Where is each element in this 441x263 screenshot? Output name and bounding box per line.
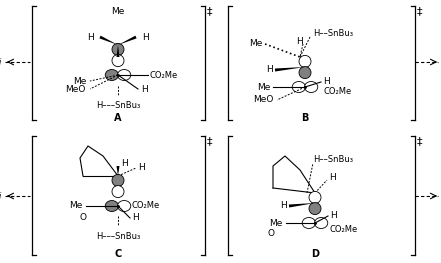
Text: H–––SnBu₃: H–––SnBu₃ [96, 101, 140, 110]
Ellipse shape [292, 82, 306, 93]
Text: CO₂Me: CO₂Me [150, 70, 178, 79]
Text: H––SnBu₃: H––SnBu₃ [313, 29, 353, 38]
Text: ‡: ‡ [417, 136, 422, 146]
Ellipse shape [112, 174, 124, 186]
Text: O: O [79, 214, 86, 222]
Text: H––SnBu₃: H––SnBu₃ [313, 155, 353, 164]
Ellipse shape [112, 186, 124, 198]
Text: ‡: ‡ [207, 6, 213, 16]
Text: Me: Me [70, 201, 83, 210]
Ellipse shape [105, 69, 119, 80]
Polygon shape [116, 166, 120, 176]
Ellipse shape [118, 200, 131, 211]
Text: H: H [142, 33, 149, 42]
Text: Me: Me [269, 219, 283, 227]
Text: MeO: MeO [253, 95, 273, 104]
Text: H: H [266, 65, 273, 74]
Text: CO₂Me: CO₂Me [132, 201, 160, 210]
Text: H: H [138, 164, 145, 173]
Text: ‡: ‡ [417, 6, 422, 16]
Polygon shape [116, 45, 120, 57]
Polygon shape [118, 36, 137, 45]
Ellipse shape [314, 218, 328, 229]
Text: B: B [301, 113, 309, 123]
Text: H: H [296, 38, 303, 47]
Polygon shape [99, 36, 118, 45]
Text: Me: Me [111, 7, 125, 16]
Text: H–––SnBu₃: H–––SnBu₃ [96, 232, 140, 241]
Text: O: O [268, 229, 275, 237]
Ellipse shape [305, 82, 318, 93]
Ellipse shape [309, 191, 321, 203]
Text: A: A [114, 113, 122, 123]
Text: ‡: ‡ [207, 136, 213, 146]
Ellipse shape [118, 69, 131, 80]
Text: H: H [121, 159, 128, 169]
Text: H: H [87, 33, 94, 42]
Ellipse shape [112, 55, 124, 67]
Text: C: C [114, 249, 122, 259]
Text: Me: Me [257, 83, 270, 92]
Text: 2,3-anti: 2,3-anti [0, 58, 2, 67]
Text: MeO: MeO [66, 84, 86, 94]
Ellipse shape [105, 200, 119, 211]
Polygon shape [289, 203, 315, 208]
Text: H: H [330, 211, 337, 220]
Text: H: H [141, 84, 148, 94]
Ellipse shape [302, 218, 315, 229]
Text: D: D [311, 249, 319, 259]
Text: H: H [132, 214, 139, 222]
Text: H: H [323, 78, 330, 87]
Text: CO₂Me: CO₂Me [329, 225, 357, 235]
Ellipse shape [112, 43, 124, 55]
Text: CO₂Me: CO₂Me [323, 88, 351, 97]
Text: Me: Me [73, 77, 86, 85]
Text: 2,3-anti: 2,3-anti [0, 191, 2, 200]
Ellipse shape [299, 55, 311, 67]
Polygon shape [275, 67, 305, 72]
Text: Me: Me [250, 39, 263, 48]
Ellipse shape [299, 67, 311, 79]
Ellipse shape [309, 203, 321, 215]
Text: H: H [329, 174, 336, 183]
Text: H: H [280, 201, 287, 210]
